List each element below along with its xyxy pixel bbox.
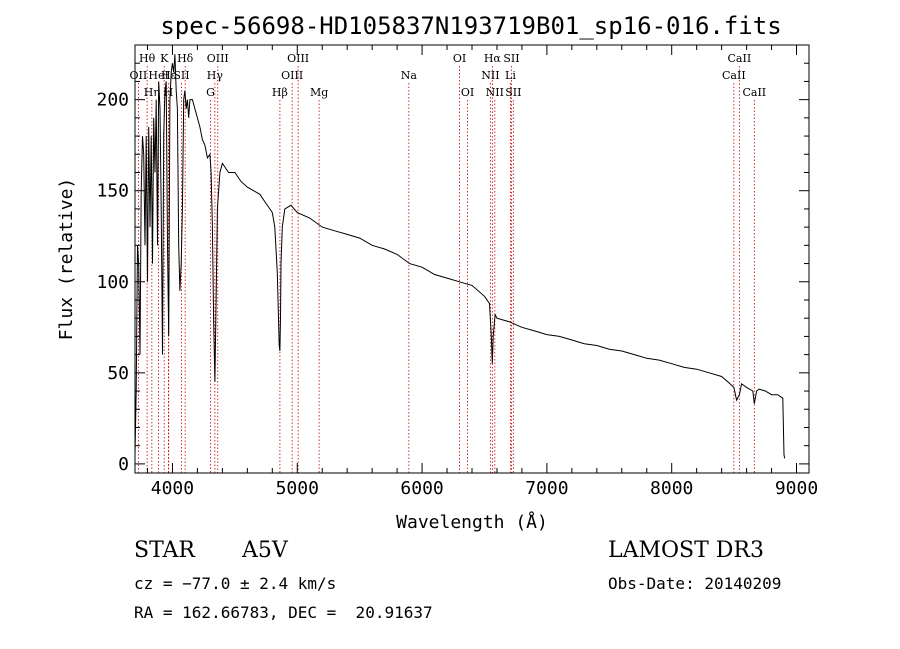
x-tick-label: 5000	[276, 478, 319, 499]
y-tick-label: 200	[96, 90, 129, 111]
line-marker-label: Hθ	[139, 52, 156, 65]
x-tick-label: 9000	[775, 478, 818, 499]
survey-label: LAMOST DR3	[608, 538, 764, 563]
line-marker-label: Na	[401, 69, 418, 82]
line-marker-label: H	[164, 86, 174, 99]
x-axis-label: Wavelength (Å)	[396, 511, 548, 533]
line-marker-label: Mg	[310, 86, 328, 99]
line-marker-label: SII	[503, 52, 519, 65]
line-marker-label: Hδ	[177, 52, 194, 65]
chart-title: spec-56698-HD105837N193719B01_sp16-016.f…	[160, 12, 781, 40]
line-marker-label: Hγ	[207, 69, 224, 82]
y-tick-label: 100	[96, 272, 129, 293]
x-tick-label: 8000	[650, 478, 693, 499]
line-marker-label: OII	[130, 69, 148, 82]
object-subclass: A5V	[242, 538, 288, 563]
obs-date: Obs-Date: 20140209	[608, 574, 782, 593]
y-axis: 0 50 100 150 200	[96, 62, 809, 475]
x-tick-label: 6000	[400, 478, 443, 499]
object-class: STAR	[134, 538, 195, 563]
line-marker-label: OI	[453, 52, 466, 65]
x-axis: 4000 5000 6000 7000 8000 9000	[146, 45, 818, 499]
line-marker-label: HeI	[148, 69, 168, 82]
line-marker-label: CaII	[728, 52, 752, 65]
line-marker-label: G	[206, 86, 215, 99]
redshift-velocity: cz = −77.0 ± 2.4 km/s	[134, 574, 337, 593]
line-marker-label: Hη	[144, 86, 160, 99]
y-tick-label: 50	[107, 363, 129, 384]
x-tick-label: 7000	[525, 478, 568, 499]
coordinates: RA = 162.66783, DEC = 20.91637	[134, 603, 433, 622]
flux-series	[134, 54, 786, 459]
line-marker-label: OIII	[207, 52, 229, 65]
line-marker-label: NII	[486, 86, 504, 99]
line-marker-label: OIII	[287, 52, 309, 65]
line-marker-label: K	[160, 52, 169, 65]
line-marker-label: Hα	[484, 52, 502, 65]
line-marker-label: NII	[481, 69, 499, 82]
line-marker-label: OIII	[281, 69, 303, 82]
line-marker-label: OI	[461, 86, 474, 99]
y-tick-label: 0	[118, 454, 129, 475]
line-marker-label: SII	[173, 69, 189, 82]
line-marker-label: SII	[505, 86, 521, 99]
y-axis-label: Flux (relative)	[56, 178, 77, 341]
line-marker-label: CaII	[722, 69, 746, 82]
line-marker-label: Hβ	[272, 86, 288, 99]
x-tick-label: 4000	[151, 478, 194, 499]
line-marker-label: Li	[505, 69, 516, 82]
line-marker-label: CaII	[742, 86, 766, 99]
plot-frame	[134, 44, 810, 474]
y-tick-label: 150	[96, 181, 129, 202]
line-marker-label: Hε	[161, 69, 177, 82]
